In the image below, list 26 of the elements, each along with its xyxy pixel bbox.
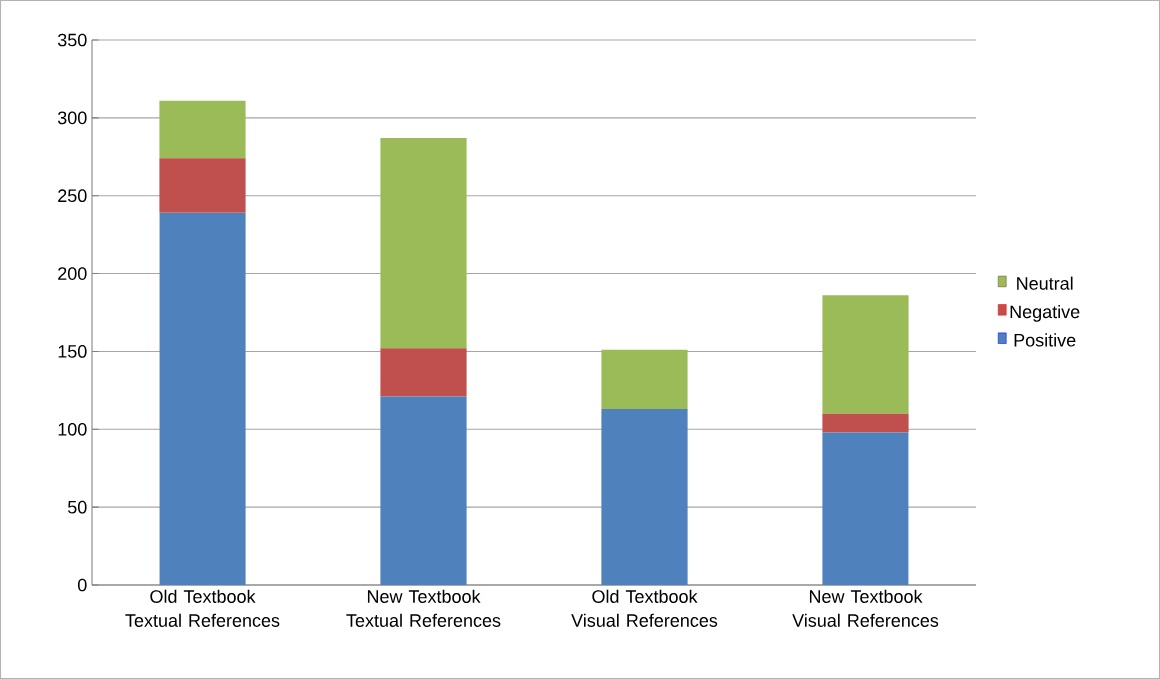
y-tick-label: 350: [57, 33, 87, 47]
bar: [601, 349, 688, 410]
x-tick-label: Old Textbook Textual References: [125, 589, 280, 627]
y-tick-label: 0: [77, 578, 87, 592]
bar: [159, 100, 246, 159]
bar: [380, 348, 467, 397]
bar: [380, 396, 467, 585]
bar: [380, 138, 467, 349]
y-tick-label: 200: [58, 267, 87, 280]
x-tick-label: New Textbook Textual References: [346, 589, 501, 627]
x-tick-label: New Textbook Visual References: [792, 589, 939, 627]
bar: [159, 158, 246, 213]
bar: [822, 295, 909, 414]
y-tick-label: 300: [57, 111, 87, 125]
bar: [822, 413, 909, 433]
y-tick-label: 150: [58, 345, 87, 358]
bar: [822, 432, 909, 585]
legend-label: Neutral: [1017, 276, 1073, 290]
y-tick-label: 250: [58, 189, 87, 203]
y-tick-label: 50: [67, 500, 87, 514]
y-tick-label: 100: [58, 422, 87, 436]
bar: [601, 409, 688, 585]
legend-label: Positive: [1014, 333, 1076, 347]
legend-label: Negative: [1010, 304, 1080, 322]
x-tick-label: Old Textbook Visual References: [571, 589, 718, 627]
bar: [159, 212, 246, 585]
